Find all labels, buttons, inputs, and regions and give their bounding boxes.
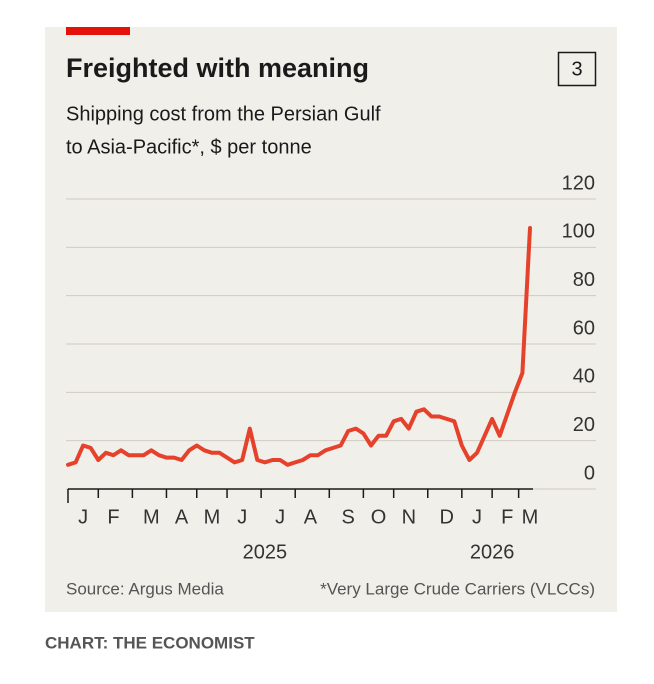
subtitle: Shipping cost from the Persian Gulf — [66, 103, 381, 125]
y-tick-label: 60 — [573, 317, 595, 339]
footnote: *Very Large Crude Carriers (VLCCs) — [320, 579, 595, 598]
x-tick-label: M — [204, 506, 221, 528]
y-tick-label: 20 — [573, 414, 595, 436]
source: Source: Argus Media — [66, 579, 224, 598]
x-tick-label: J — [237, 506, 247, 528]
x-tick-label: S — [342, 506, 355, 528]
x-tick-label: F — [107, 506, 119, 528]
subtitle: to Asia-Pacific*, $ per tonne — [66, 136, 312, 158]
x-tick-label: M — [143, 506, 160, 528]
y-tick-label: 40 — [573, 366, 595, 388]
line — [66, 226, 532, 467]
x-tick-label: D — [439, 506, 453, 528]
x-tick-label: F — [501, 506, 513, 528]
chart-title: Freighted with meaning — [66, 53, 369, 83]
y-tick-label: 0 — [584, 462, 595, 484]
chart-number: 3 — [571, 58, 582, 80]
panel — [45, 27, 617, 612]
y-tick-label: 100 — [562, 221, 595, 243]
year-label: 2025 — [243, 541, 288, 563]
x-tick-label: O — [371, 506, 387, 528]
x-tick-label: J — [78, 506, 88, 528]
x-tick-label: A — [175, 506, 189, 528]
x-tick-label: A — [304, 506, 318, 528]
y-tick-label: 120 — [562, 172, 595, 194]
x-tick-label: J — [472, 506, 482, 528]
x-tick-label: N — [402, 506, 416, 528]
number-box — [557, 51, 597, 87]
x-tick-label: J — [275, 506, 285, 528]
y-tick-label: 80 — [573, 269, 595, 291]
x-tick-label: M — [522, 506, 539, 528]
credit: CHART: THE ECONOMIST — [45, 633, 255, 652]
year-label: 2026 — [470, 541, 515, 563]
red-tag — [66, 27, 130, 35]
